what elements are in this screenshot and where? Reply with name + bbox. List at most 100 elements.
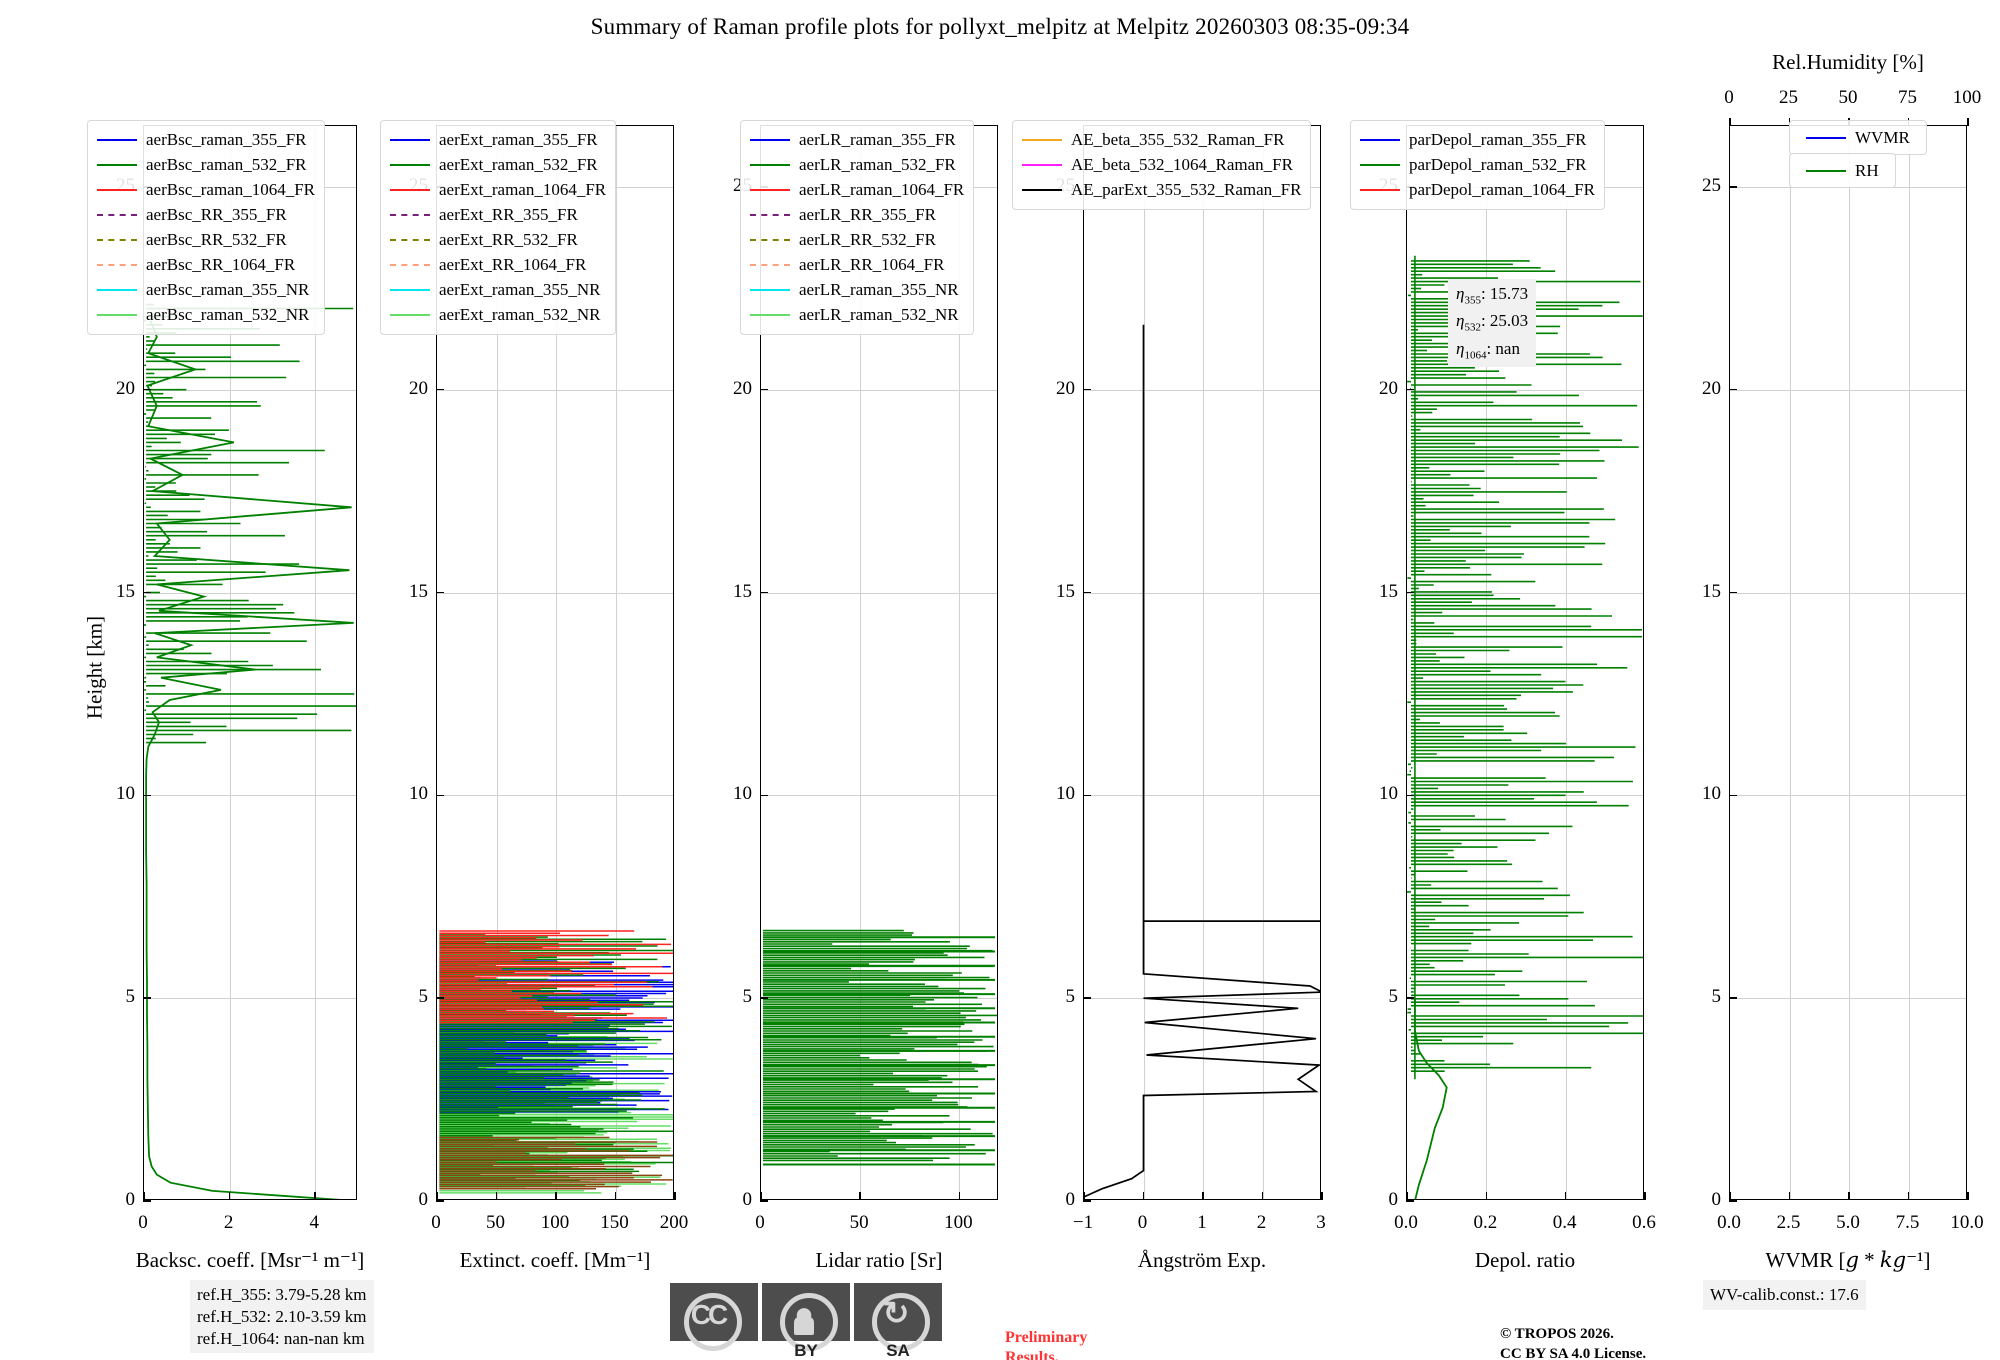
- legend-item[interactable]: WVMR: [1806, 125, 1910, 150]
- x-axis-tick-label: 150: [600, 1212, 629, 1233]
- legend-line-swatch: [390, 288, 430, 291]
- x-axis-tick-label: 200: [659, 1212, 689, 1233]
- x-axis-tick: [859, 1192, 861, 1200]
- y-axis-tick-label: 10: [1702, 783, 1721, 805]
- legend-item[interactable]: aerExt_raman_532_FR: [390, 152, 606, 177]
- x-axis-tick-label: 7.5: [1895, 1212, 1920, 1233]
- gridline-horizontal: [761, 795, 997, 797]
- y-axis-tick-label: 15: [1379, 580, 1398, 602]
- y-axis-tick-label: 0: [125, 1189, 136, 1210]
- legend-item[interactable]: AE_beta_532_1064_Raman_FR: [1022, 152, 1301, 177]
- cc-by-circle-icon: [780, 1293, 838, 1351]
- legend-item[interactable]: aerExt_RR_532_FR: [390, 227, 606, 252]
- top-axis-title: Rel.Humidity [%]: [1772, 50, 1924, 74]
- y-axis-tick: [1729, 794, 1737, 797]
- legend-item[interactable]: aerBsc_RR_1064_FR: [97, 252, 315, 277]
- data-traces-angstrom-exponent: [1084, 324, 1320, 1198]
- legend-item[interactable]: aerBsc_RR_532_FR: [97, 227, 315, 252]
- y-axis-tick: [1083, 997, 1091, 999]
- legend-item[interactable]: aerExt_RR_1064_FR: [390, 252, 606, 277]
- y-axis-tick: [760, 591, 768, 594]
- legend-item[interactable]: aerExt_RR_355_FR: [390, 202, 606, 227]
- y-axis-tick: [1083, 591, 1091, 594]
- y-axis-tick: [1406, 591, 1414, 594]
- legend-label: aerBsc_RR_532_FR: [146, 229, 287, 249]
- gridline-horizontal: [144, 389, 356, 391]
- legend-angstrom-exponent[interactable]: AE_beta_355_532_Raman_FR AE_beta_532_1064…: [1012, 120, 1312, 210]
- gridline-horizontal: [761, 592, 997, 594]
- y-axis-tick: [1729, 1200, 1737, 1202]
- y-axis-tick: [760, 1200, 768, 1202]
- legend-item[interactable]: aerBsc_raman_532_NR: [97, 302, 315, 327]
- legend-item[interactable]: aerLR_raman_355_FR: [750, 127, 964, 152]
- legend-line-swatch: [97, 188, 137, 191]
- legend-item[interactable]: aerLR_RR_532_FR: [750, 227, 964, 252]
- x-axis-title-backscatter: Backsc. coeff. [Msr⁻¹ m⁻¹]: [135, 1248, 365, 1272]
- top-axis-tick: [1729, 118, 1731, 126]
- legend-item[interactable]: aerExt_raman_355_NR: [390, 277, 606, 302]
- legend-item[interactable]: RH: [1806, 158, 1879, 183]
- x-axis-tick-label: 0.0: [1717, 1212, 1741, 1233]
- y-axis-tick-label: 5: [1065, 986, 1076, 1008]
- data-traces-extinction: [439, 930, 673, 1194]
- legend-item[interactable]: parDepol_raman_355_FR: [1360, 127, 1595, 152]
- y-axis-tick-label: 5: [418, 986, 429, 1008]
- top-axis-tick-label: 0: [1724, 87, 1734, 108]
- legend-item[interactable]: aerLR_raman_355_NR: [750, 277, 964, 302]
- x-axis-tick-label: 2: [1256, 1212, 1267, 1233]
- gridline-vertical: [556, 126, 557, 1199]
- y-axis-tick: [1083, 794, 1091, 797]
- preliminary-results-note: Preliminary Results.: [1005, 1328, 1087, 1360]
- x-axis-tick-label: 10.0: [1950, 1212, 1984, 1233]
- legend-item[interactable]: aerExt_raman_355_FR: [390, 127, 606, 152]
- legend-extinction[interactable]: aerExt_raman_355_FR aerExt_raman_532_FR ae…: [380, 120, 617, 335]
- legend-water-vapour-rh[interactable]: RH: [1789, 153, 1896, 188]
- x-axis-tick-label: 0: [431, 1212, 441, 1233]
- plot-area-water-vapour: [1730, 126, 1966, 1199]
- legend-item[interactable]: aerBsc_RR_355_FR: [97, 202, 315, 227]
- legend-item[interactable]: aerLR_raman_532_NR: [750, 302, 964, 327]
- gridline-vertical: [496, 126, 498, 1199]
- legend-label: aerExt_raman_355_NR: [439, 279, 601, 299]
- legend-item[interactable]: aerExt_raman_532_NR: [390, 302, 606, 327]
- legend-label: aerLR_raman_532_NR: [799, 304, 959, 324]
- legend-item[interactable]: aerBsc_raman_355_FR: [97, 127, 315, 152]
- legend-item[interactable]: aerBsc_raman_1064_FR: [97, 177, 315, 202]
- legend-water-vapour[interactable]: WVMR: [1789, 120, 1927, 155]
- reference-height-line: ref.H_532: 2.10-3.59 km: [197, 1306, 367, 1326]
- y-axis-tick-label: 20: [409, 377, 428, 399]
- legend-item[interactable]: aerLR_RR_355_FR: [750, 202, 964, 227]
- y-axis-tick: [1083, 388, 1091, 391]
- legend-label: aerBsc_raman_532_NR: [146, 304, 310, 324]
- legend-line-swatch: [1806, 169, 1846, 172]
- legend-line-swatch: [1022, 188, 1062, 191]
- legend-label: aerExt_raman_1064_FR: [439, 179, 607, 199]
- legend-label: aerExt_RR_1064_FR: [439, 254, 587, 274]
- cc-sa-circle-icon: [872, 1293, 930, 1351]
- y-axis-tick: [1406, 1200, 1414, 1202]
- y-axis-tick: [1406, 388, 1414, 391]
- y-axis-tick: [1083, 1200, 1091, 1202]
- legend-item[interactable]: parDepol_raman_1064_FR: [1360, 177, 1595, 202]
- legend-backscatter[interactable]: aerBsc_raman_355_FR aerBsc_raman_532_FR ae…: [87, 120, 326, 335]
- legend-item[interactable]: aerLR_RR_1064_FR: [750, 252, 964, 277]
- x-axis-tick: [1644, 1192, 1646, 1200]
- legend-item[interactable]: AE_parExt_355_532_Raman_FR: [1022, 177, 1301, 202]
- gridline-vertical: [1849, 126, 1850, 1199]
- legend-item[interactable]: aerBsc_raman_355_NR: [97, 277, 315, 302]
- gridline-horizontal: [1084, 592, 1320, 594]
- legend-item[interactable]: aerBsc_raman_532_FR: [97, 152, 315, 177]
- legend-item[interactable]: AE_beta_355_532_Raman_FR: [1022, 127, 1301, 152]
- y-axis-tick-label: 0: [418, 1189, 429, 1210]
- legend-item[interactable]: aerLR_raman_1064_FR: [750, 177, 964, 202]
- legend-depolarization-ratio[interactable]: parDepol_raman_355_FR parDepol_raman_532_…: [1350, 120, 1606, 210]
- cc-by-person-body-icon: [794, 1317, 814, 1335]
- legend-item[interactable]: parDepol_raman_532_FR: [1360, 152, 1595, 177]
- y-axis-tick-label: 10: [1379, 783, 1398, 805]
- legend-lidar-ratio[interactable]: aerLR_raman_355_FR aerLR_raman_532_FR aerL…: [740, 120, 975, 335]
- legend-item[interactable]: aerExt_raman_1064_FR: [390, 177, 606, 202]
- top-axis-tick-label: 50: [1838, 87, 1858, 108]
- data-traces-backscatter: [144, 303, 356, 1199]
- legend-item[interactable]: aerLR_raman_532_FR: [750, 152, 964, 177]
